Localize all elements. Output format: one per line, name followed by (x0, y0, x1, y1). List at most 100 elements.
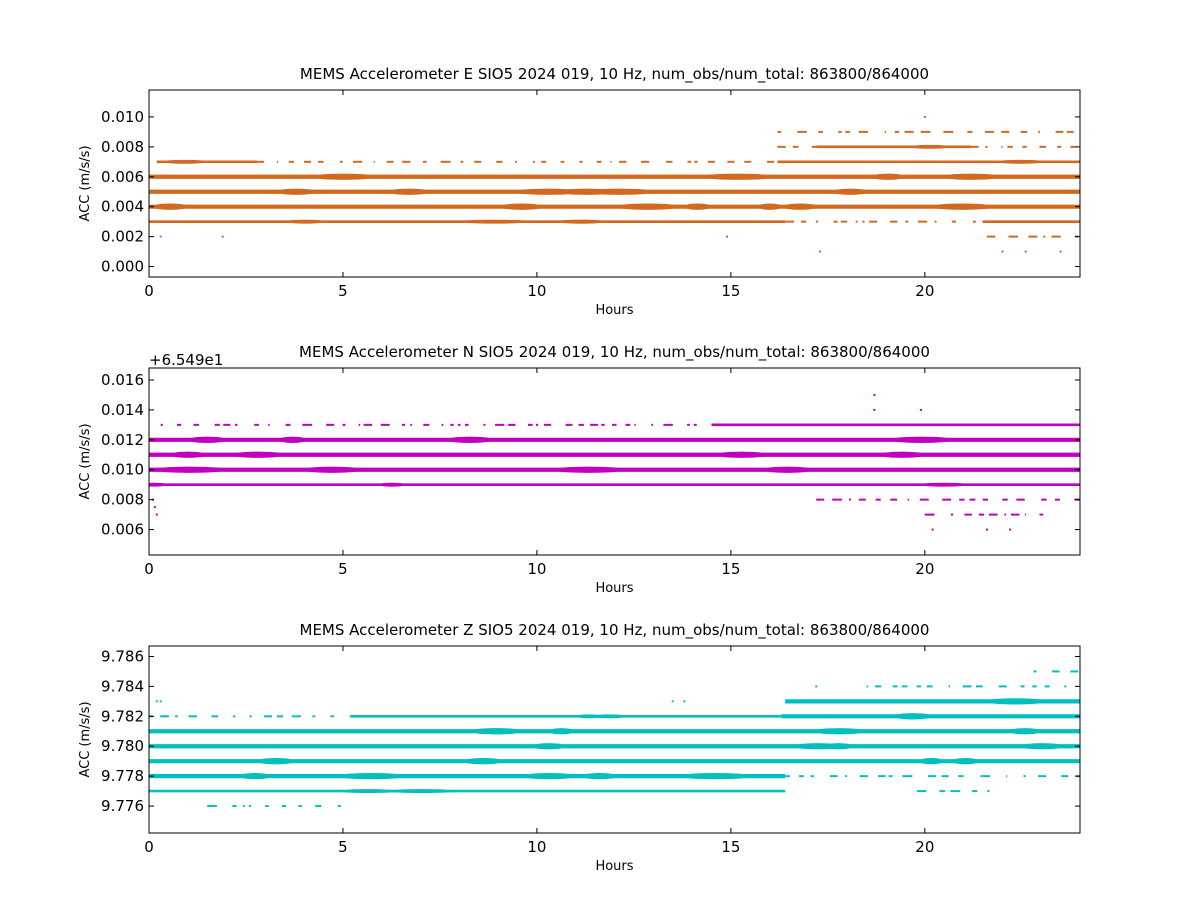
chart-panel-2: 0 5 10 15 20 9.776 9.778 9.780 9.782 9.784 9.786 ME… (78, 621, 1081, 874)
data-dash (242, 805, 245, 808)
data-point (873, 393, 876, 396)
y-tick-label: 0.012 (101, 431, 144, 449)
data-dash (423, 423, 430, 426)
data-band-bulge (387, 188, 431, 195)
data-band-bulge (151, 203, 189, 210)
data-dash (777, 145, 786, 148)
y-tick-label: 0.016 (101, 371, 144, 389)
data-dash (1007, 145, 1013, 148)
y-tick-label: 9.780 (101, 737, 144, 755)
data-layer (149, 393, 1080, 531)
y-tick-label: 0.000 (101, 258, 144, 276)
data-band-bulge (387, 789, 456, 794)
data-dash (1064, 685, 1067, 688)
data-dash (1044, 685, 1050, 688)
x-tick-label: 0 (144, 282, 154, 300)
data-band-bulge (231, 451, 285, 458)
data-dash (533, 160, 535, 163)
data-dash (232, 805, 237, 808)
data-dash (858, 498, 866, 501)
data-dash (902, 775, 913, 778)
data-dash (541, 160, 547, 163)
data-dash (386, 160, 394, 163)
data-dash (288, 160, 294, 163)
data-dash (917, 790, 927, 793)
data-dash (984, 130, 994, 133)
data-dash (982, 220, 984, 223)
data-dash (845, 130, 850, 133)
data-dash (508, 423, 516, 426)
data-point (873, 408, 876, 411)
data-band-bulge (336, 773, 406, 780)
x-axis-label: Hours (595, 859, 633, 874)
data-dash (207, 805, 217, 808)
data-band-bulge (311, 173, 376, 180)
data-dash (917, 220, 928, 223)
x-tick-label: 0 (144, 560, 154, 578)
data-dash (969, 498, 976, 501)
data-band-bulge (823, 743, 853, 750)
data-dash (176, 423, 182, 426)
data-band-bulge (152, 466, 227, 473)
data-dash (460, 160, 464, 163)
data-dash (978, 513, 985, 516)
data-band-bulge (782, 203, 819, 210)
data-dash (483, 423, 486, 426)
data-band-bulge (683, 203, 712, 210)
data-dash (962, 685, 972, 688)
data-dash (579, 160, 583, 163)
data-dash (1057, 145, 1062, 148)
y-tick-label: 0.014 (101, 401, 144, 419)
data-dash (1043, 235, 1046, 238)
data-dash (980, 775, 991, 778)
x-tick-label: 10 (527, 282, 546, 300)
data-band-bulge (929, 203, 995, 210)
data-dash (254, 423, 259, 426)
data-point (931, 528, 934, 531)
y-tick-label: 9.778 (101, 767, 144, 785)
x-axis-label: Hours (595, 303, 633, 318)
data-point (791, 220, 794, 223)
data-dash (265, 805, 269, 808)
data-dash (943, 130, 954, 133)
y-tick-label: 0.008 (101, 491, 144, 509)
y-tick-label: 0.004 (101, 198, 144, 216)
data-dash (866, 685, 869, 688)
data-dash (1032, 685, 1037, 688)
data-dash (342, 423, 346, 426)
y-tick-label: 0.010 (101, 108, 144, 126)
data-dash (884, 130, 886, 133)
data-dash (926, 685, 933, 688)
y-tick-label: 0.008 (101, 138, 144, 156)
data-dash (708, 160, 715, 163)
x-axis-label: Hours (595, 581, 633, 596)
x-tick-label: 5 (338, 282, 348, 300)
chart-title: MEMS Accelerometer N SIO5 2024 019, 10 H… (299, 343, 930, 362)
data-band-bulge (576, 714, 602, 719)
data-dash (175, 715, 178, 718)
data-dash (402, 160, 411, 163)
data-band-bulge (951, 758, 980, 765)
data-dash (950, 790, 961, 793)
data-dash (792, 145, 799, 148)
x-tick-label: 20 (915, 282, 934, 300)
data-dash (625, 423, 631, 426)
chart-title: MEMS Accelerometer E SIO5 2024 019, 10 H… (300, 65, 929, 84)
x-tick-label: 20 (915, 838, 934, 856)
data-dash (380, 423, 390, 426)
data-dash (298, 805, 302, 808)
data-dash (276, 715, 284, 718)
data-dash (160, 423, 163, 426)
data-dash (927, 775, 937, 778)
data-band-bulge (984, 698, 1047, 705)
data-dash (934, 220, 937, 223)
data-dash (268, 423, 270, 426)
data-dash (441, 423, 444, 426)
data-dash (596, 160, 602, 163)
data-band-bulge (378, 482, 406, 487)
data-band-bulge (239, 773, 271, 780)
data-point (155, 513, 158, 516)
data-dash (1028, 235, 1038, 238)
data-band-bulge (548, 728, 575, 735)
data-dash (285, 423, 291, 426)
